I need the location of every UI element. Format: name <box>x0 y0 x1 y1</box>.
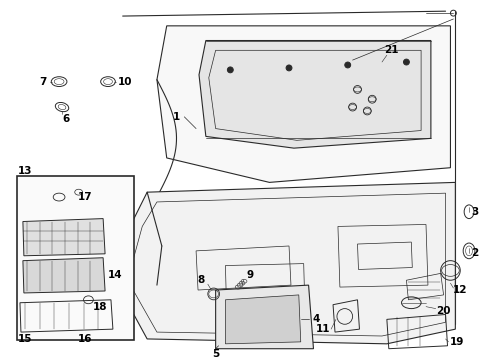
Text: 7: 7 <box>39 77 46 87</box>
Circle shape <box>227 67 233 73</box>
Polygon shape <box>215 285 313 349</box>
Text: 6: 6 <box>62 114 69 124</box>
Polygon shape <box>23 219 105 256</box>
Text: 21: 21 <box>384 45 398 55</box>
Circle shape <box>344 62 350 68</box>
Text: 3: 3 <box>470 207 478 217</box>
Text: 9: 9 <box>246 270 253 280</box>
Circle shape <box>403 59 408 65</box>
Polygon shape <box>157 26 449 183</box>
Text: 13: 13 <box>18 166 32 176</box>
Text: 2: 2 <box>470 248 478 258</box>
Polygon shape <box>199 41 430 148</box>
Text: 18: 18 <box>93 302 107 312</box>
Bar <box>17 176 134 340</box>
Text: 8: 8 <box>197 275 204 285</box>
Text: 11: 11 <box>315 324 330 334</box>
Text: 4: 4 <box>312 314 320 324</box>
Polygon shape <box>225 295 300 344</box>
Text: 14: 14 <box>107 270 122 280</box>
Text: 5: 5 <box>212 348 219 359</box>
Polygon shape <box>118 183 454 344</box>
Text: 16: 16 <box>78 334 93 344</box>
Text: 10: 10 <box>117 77 132 87</box>
Polygon shape <box>23 258 105 293</box>
Text: 15: 15 <box>18 334 32 344</box>
Text: 19: 19 <box>449 337 464 347</box>
Circle shape <box>285 65 291 71</box>
Text: 20: 20 <box>435 306 450 316</box>
Text: 12: 12 <box>452 285 467 295</box>
Text: 17: 17 <box>78 192 93 202</box>
Text: 1: 1 <box>173 112 180 122</box>
